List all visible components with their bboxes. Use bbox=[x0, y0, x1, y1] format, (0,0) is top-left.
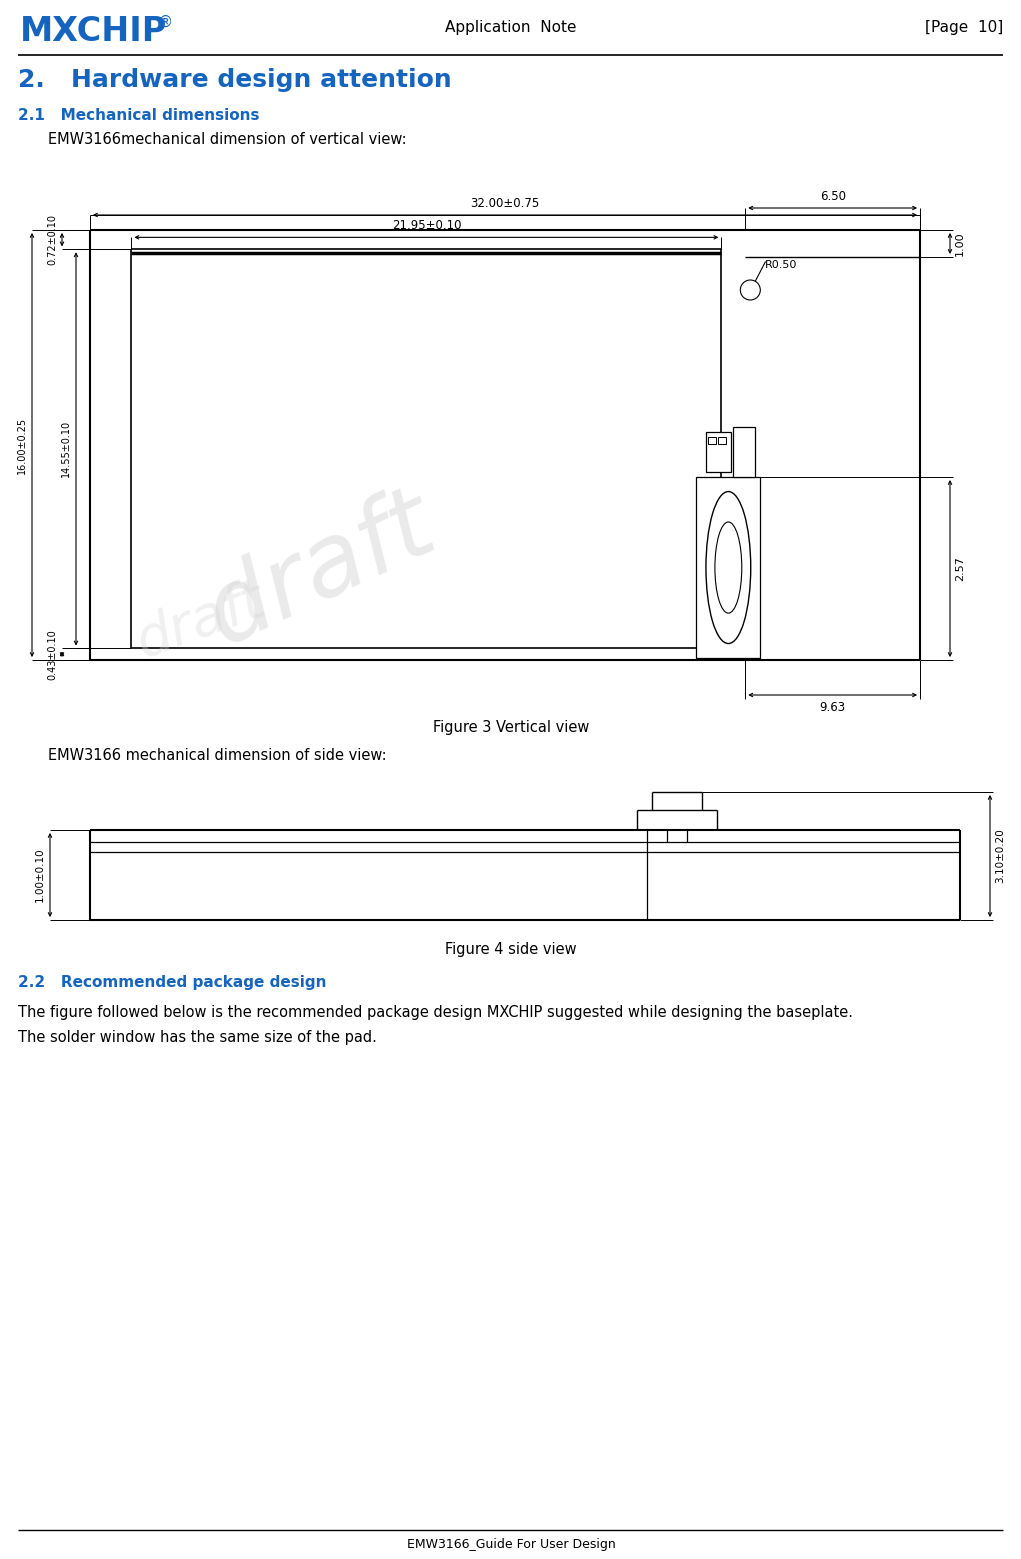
Ellipse shape bbox=[706, 491, 750, 644]
Text: The figure followed below is the recommended package design MXCHIP suggested whi: The figure followed below is the recomme… bbox=[18, 1006, 853, 1020]
Bar bbox=[733, 427, 756, 477]
Bar bbox=[696, 477, 761, 658]
Text: Application  Note: Application Note bbox=[445, 20, 577, 34]
Text: 16.00±0.25: 16.00±0.25 bbox=[17, 416, 27, 474]
Text: 14.55±0.10: 14.55±0.10 bbox=[61, 421, 71, 477]
Text: 2.   Hardware design attention: 2. Hardware design attention bbox=[18, 69, 451, 92]
Text: 2.57: 2.57 bbox=[955, 557, 965, 582]
Text: 2.2   Recommended package design: 2.2 Recommended package design bbox=[18, 974, 327, 990]
Text: 32.00±0.75: 32.00±0.75 bbox=[471, 196, 540, 210]
Text: draft: draft bbox=[129, 572, 272, 667]
Text: EMW3166mechanical dimension of vertical view:: EMW3166mechanical dimension of vertical … bbox=[48, 133, 406, 147]
Text: EMW3166 mechanical dimension of side view:: EMW3166 mechanical dimension of side vie… bbox=[48, 748, 387, 762]
Bar bbox=[707, 432, 731, 472]
Text: 1.00±0.10: 1.00±0.10 bbox=[35, 848, 45, 903]
Text: 21.95±0.10: 21.95±0.10 bbox=[392, 220, 461, 232]
Circle shape bbox=[740, 281, 761, 299]
Ellipse shape bbox=[715, 522, 742, 613]
Text: 3.10±0.20: 3.10±0.20 bbox=[995, 829, 1005, 884]
Bar bbox=[719, 437, 726, 444]
Text: draft: draft bbox=[191, 475, 449, 664]
Text: 6.50: 6.50 bbox=[820, 190, 845, 203]
Text: Figure 3 Vertical view: Figure 3 Vertical view bbox=[433, 720, 589, 734]
Text: MXCHIP: MXCHIP bbox=[20, 16, 167, 48]
Text: ®: ® bbox=[158, 16, 174, 30]
Text: 2.1   Mechanical dimensions: 2.1 Mechanical dimensions bbox=[18, 108, 259, 123]
Bar bbox=[709, 437, 717, 444]
Text: R0.50: R0.50 bbox=[766, 260, 797, 270]
Text: [Page  10]: [Page 10] bbox=[925, 20, 1003, 34]
Text: 1.00: 1.00 bbox=[955, 231, 965, 256]
Text: EMW3166_Guide For User Design: EMW3166_Guide For User Design bbox=[406, 1539, 616, 1551]
Text: 0.72±0.10: 0.72±0.10 bbox=[47, 214, 57, 265]
Text: 0.43±0.10: 0.43±0.10 bbox=[47, 628, 57, 680]
Text: The solder window has the same size of the pad.: The solder window has the same size of t… bbox=[18, 1030, 377, 1045]
Text: 9.63: 9.63 bbox=[820, 702, 845, 714]
Text: Figure 4 side view: Figure 4 side view bbox=[445, 942, 577, 957]
